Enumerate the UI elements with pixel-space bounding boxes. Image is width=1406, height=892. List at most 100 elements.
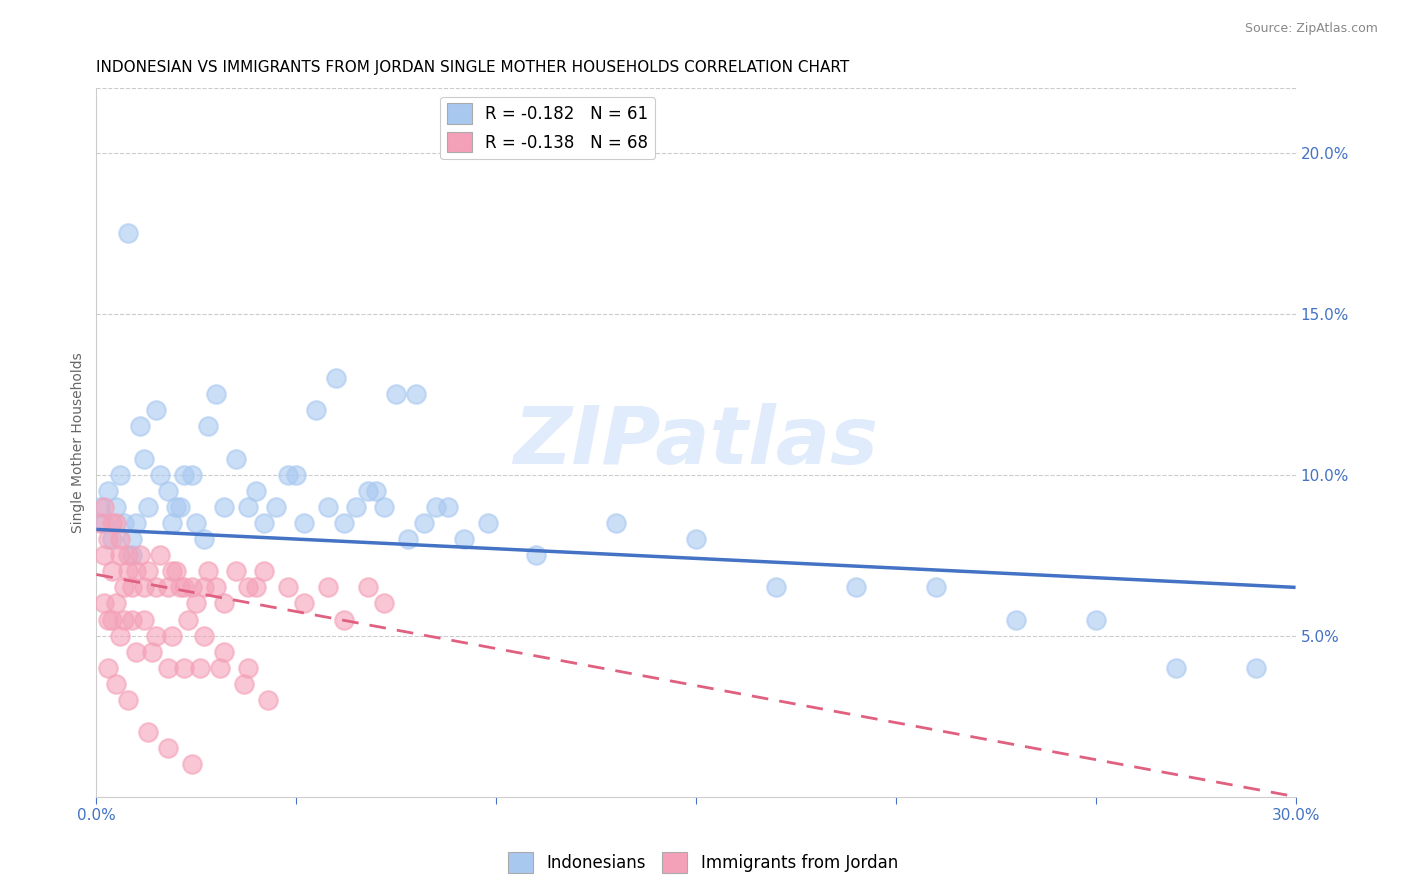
Point bbox=[413, 516, 436, 530]
Point bbox=[157, 580, 180, 594]
Point bbox=[197, 564, 219, 578]
Point bbox=[117, 548, 139, 562]
Point bbox=[105, 597, 128, 611]
Point bbox=[685, 532, 707, 546]
Point bbox=[89, 500, 111, 514]
Point bbox=[134, 613, 156, 627]
Point bbox=[285, 467, 308, 482]
Point bbox=[253, 516, 276, 530]
Point bbox=[129, 419, 152, 434]
Y-axis label: Single Mother Households: Single Mother Households bbox=[72, 352, 86, 533]
Point bbox=[105, 516, 128, 530]
Point bbox=[136, 500, 159, 514]
Point bbox=[110, 629, 132, 643]
Point bbox=[238, 580, 260, 594]
Point bbox=[245, 483, 267, 498]
Point bbox=[277, 467, 299, 482]
Point bbox=[110, 467, 132, 482]
Point bbox=[173, 661, 195, 675]
Point bbox=[162, 629, 184, 643]
Point bbox=[292, 597, 315, 611]
Point bbox=[765, 580, 787, 594]
Point bbox=[121, 613, 143, 627]
Point bbox=[89, 516, 111, 530]
Point bbox=[181, 467, 204, 482]
Point bbox=[209, 661, 232, 675]
Point bbox=[205, 387, 228, 401]
Point bbox=[477, 516, 499, 530]
Point bbox=[121, 532, 143, 546]
Point bbox=[344, 500, 367, 514]
Point bbox=[325, 371, 347, 385]
Point bbox=[169, 500, 191, 514]
Point bbox=[97, 483, 120, 498]
Point bbox=[125, 645, 148, 659]
Point bbox=[385, 387, 408, 401]
Point bbox=[357, 483, 380, 498]
Point bbox=[181, 580, 204, 594]
Text: INDONESIAN VS IMMIGRANTS FROM JORDAN SINGLE MOTHER HOUSEHOLDS CORRELATION CHART: INDONESIAN VS IMMIGRANTS FROM JORDAN SIN… bbox=[97, 60, 849, 75]
Point bbox=[305, 403, 328, 417]
Point bbox=[169, 580, 191, 594]
Point bbox=[93, 597, 115, 611]
Point bbox=[238, 661, 260, 675]
Point bbox=[605, 516, 627, 530]
Point bbox=[257, 693, 280, 707]
Point bbox=[453, 532, 475, 546]
Point bbox=[238, 500, 260, 514]
Point bbox=[193, 629, 215, 643]
Point bbox=[93, 500, 115, 514]
Point bbox=[101, 564, 124, 578]
Point bbox=[145, 629, 167, 643]
Point bbox=[1244, 661, 1267, 675]
Point bbox=[253, 564, 276, 578]
Point bbox=[316, 500, 339, 514]
Point bbox=[165, 564, 187, 578]
Point bbox=[125, 516, 148, 530]
Point bbox=[396, 532, 419, 546]
Point bbox=[129, 548, 152, 562]
Point bbox=[117, 564, 139, 578]
Point bbox=[925, 580, 948, 594]
Point bbox=[112, 613, 135, 627]
Point bbox=[101, 532, 124, 546]
Point bbox=[277, 580, 299, 594]
Point bbox=[333, 516, 356, 530]
Point bbox=[112, 580, 135, 594]
Point bbox=[157, 483, 180, 498]
Point bbox=[316, 580, 339, 594]
Point bbox=[110, 548, 132, 562]
Point bbox=[105, 677, 128, 691]
Point bbox=[188, 661, 211, 675]
Point bbox=[214, 645, 236, 659]
Point bbox=[112, 516, 135, 530]
Point bbox=[136, 564, 159, 578]
Point bbox=[437, 500, 460, 514]
Point bbox=[101, 516, 124, 530]
Point bbox=[121, 580, 143, 594]
Point bbox=[405, 387, 427, 401]
Point bbox=[264, 500, 287, 514]
Point bbox=[157, 741, 180, 756]
Point bbox=[149, 548, 172, 562]
Point bbox=[136, 725, 159, 739]
Text: ZIPatlas: ZIPatlas bbox=[513, 403, 879, 482]
Point bbox=[97, 532, 120, 546]
Point bbox=[1004, 613, 1026, 627]
Point bbox=[93, 516, 115, 530]
Point bbox=[145, 403, 167, 417]
Point bbox=[524, 548, 547, 562]
Point bbox=[425, 500, 447, 514]
Point bbox=[366, 483, 388, 498]
Point bbox=[845, 580, 868, 594]
Point bbox=[1084, 613, 1107, 627]
Point bbox=[193, 532, 215, 546]
Point bbox=[357, 580, 380, 594]
Point bbox=[165, 500, 187, 514]
Point bbox=[214, 500, 236, 514]
Point bbox=[197, 419, 219, 434]
Point bbox=[134, 451, 156, 466]
Point bbox=[193, 580, 215, 594]
Legend: Indonesians, Immigrants from Jordan: Indonesians, Immigrants from Jordan bbox=[502, 846, 904, 880]
Point bbox=[162, 516, 184, 530]
